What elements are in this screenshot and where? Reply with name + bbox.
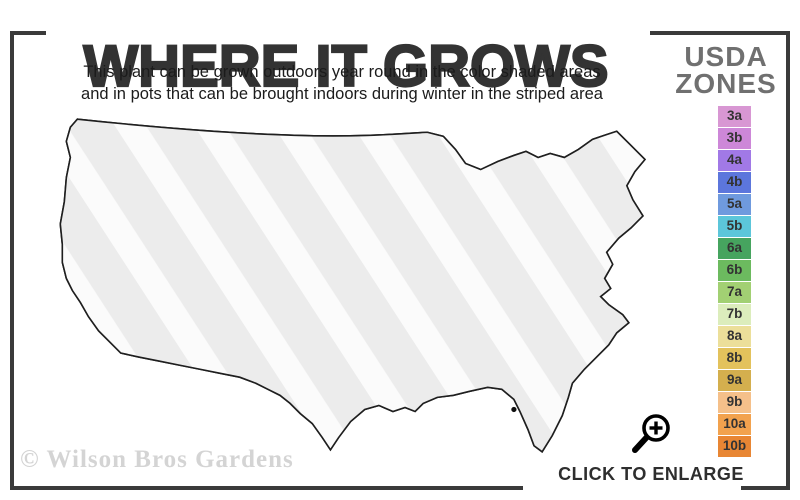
legend-zone-4a: 4a [718, 150, 751, 171]
legend-title: USDA ZONES [656, 41, 796, 99]
frame-bottom-left-segment [10, 486, 523, 490]
legend-zone-5b: 5b [718, 216, 751, 237]
legend-zone-3b: 3b [718, 128, 751, 149]
frame-top-right-segment [650, 31, 790, 35]
legend-zone-8b: 8b [718, 348, 751, 369]
legend-zone-6a: 6a [718, 238, 751, 259]
legend-zone-3a: 3a [718, 106, 751, 127]
legend-zone-5a: 5a [718, 194, 751, 215]
click-to-enlarge-label[interactable]: CLICK TO ENLARGE [558, 464, 744, 484]
subtitle-line-1: This plant can be grown outdoors year ro… [83, 63, 601, 81]
legend-zone-8a: 8a [718, 326, 751, 347]
subtitle: This plant can be grown outdoors year ro… [0, 62, 684, 106]
page-title: WHERE IT GROWS [82, 33, 609, 100]
subtitle-line-2: and in pots that can be brought indoors … [81, 84, 603, 103]
watermark: © Wilson Bros Gardens [20, 446, 294, 473]
legend-zone-7a: 7a [718, 282, 751, 303]
legend-zone-4b: 4b [718, 172, 751, 193]
frame-right-edge [786, 31, 790, 490]
legend-title-line-2: ZONES [675, 67, 777, 99]
frame-left-edge [10, 31, 14, 490]
legend-zone-10a: 10a [718, 414, 751, 435]
frame-bottom-right-segment [741, 486, 790, 490]
click-to-enlarge[interactable]: CLICK TO ENLARGE [536, 408, 766, 485]
legend-zone-7b: 7b [718, 304, 751, 325]
frame-top-left-segment [10, 31, 46, 35]
legend-zone-column: 3a 3b 4a 4b 5a 5b 6a 6b 7a 7b 8a 8b 9a 9b 10a 10b [656, 106, 796, 457]
legend-zone-9a: 9a [718, 370, 751, 391]
legend-zone-6b: 6b [718, 260, 751, 281]
usda-zones-legend: USDA ZONES 3a 3b 4a 4b 5a 5b 6a 6b 7a 7b 8a 8b 9a 9b 1… [656, 41, 796, 457]
usda-zone-map[interactable] [22, 104, 652, 474]
magnifier-plus-icon[interactable] [625, 408, 677, 460]
legend-zone-9b: 9b [718, 392, 751, 413]
us-outline-stroke [59, 118, 646, 453]
us-map-svg [59, 118, 647, 453]
legend-title-line-1: USDA [684, 41, 768, 72]
legend-zone-10b: 10b [718, 436, 751, 457]
